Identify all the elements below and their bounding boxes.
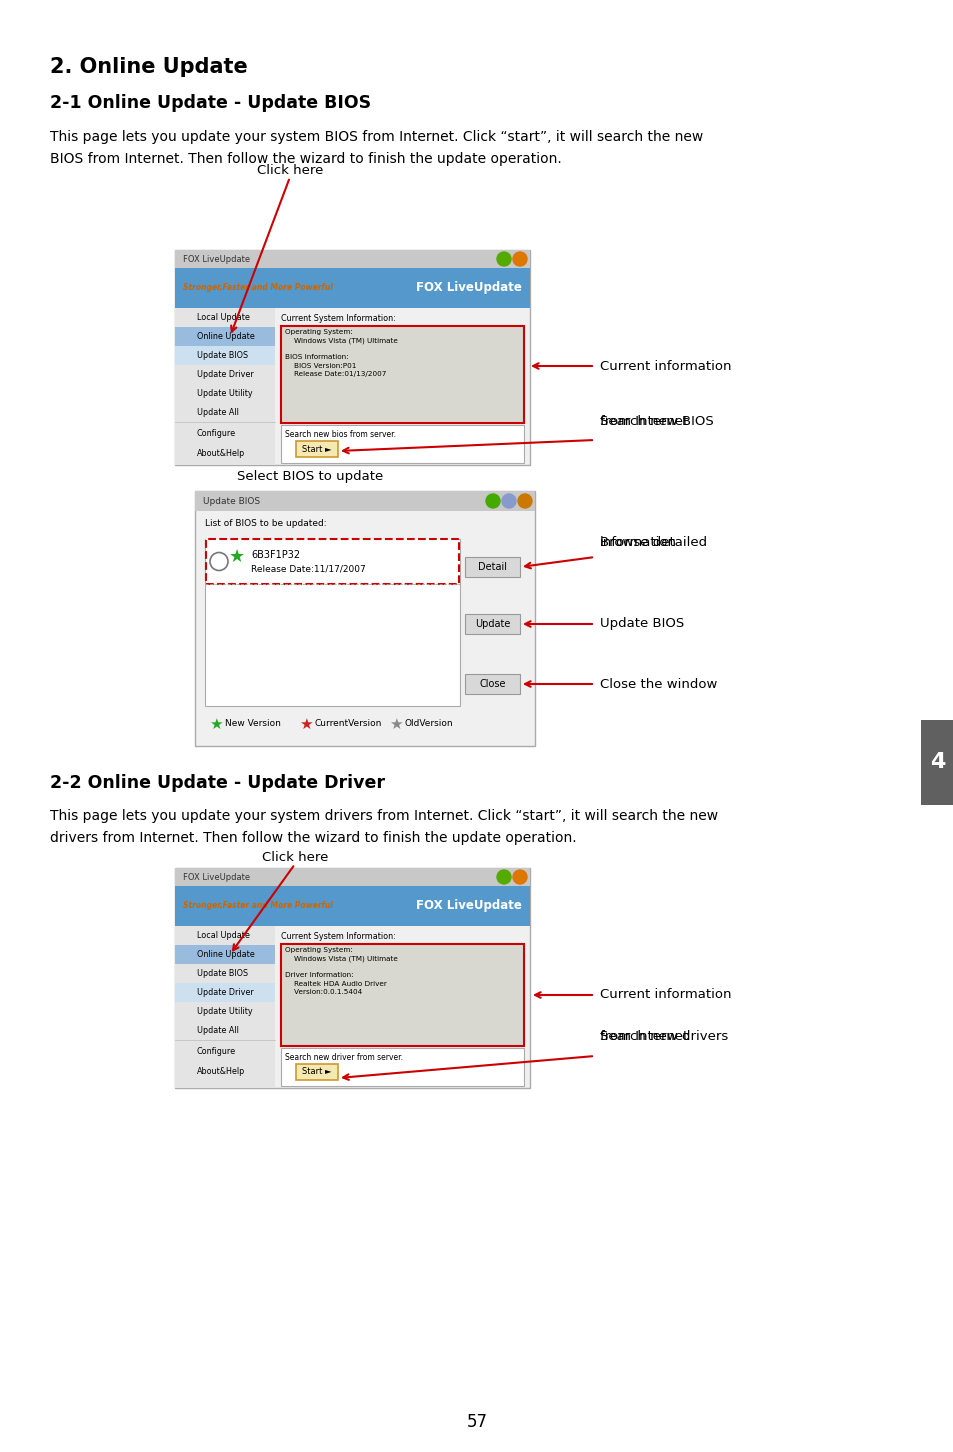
Text: Search new bios from server.: Search new bios from server. bbox=[285, 430, 395, 439]
Circle shape bbox=[517, 494, 532, 508]
Text: FOX LiveUpdate: FOX LiveUpdate bbox=[416, 282, 521, 295]
Text: This page lets you update your system BIOS from Internet. Click “start”, it will: This page lets you update your system BI… bbox=[50, 131, 702, 144]
Text: ★: ★ bbox=[209, 716, 222, 732]
Text: Update BIOS: Update BIOS bbox=[203, 497, 260, 505]
FancyBboxPatch shape bbox=[174, 308, 274, 465]
FancyBboxPatch shape bbox=[281, 944, 523, 1045]
Text: Close: Close bbox=[478, 680, 505, 690]
Text: Search new drivers: Search new drivers bbox=[599, 1029, 727, 1043]
Text: Update All: Update All bbox=[196, 1027, 238, 1035]
Text: 2. Online Update: 2. Online Update bbox=[50, 57, 248, 77]
Text: Start ►: Start ► bbox=[302, 444, 332, 453]
FancyBboxPatch shape bbox=[174, 868, 530, 1088]
Text: Current information: Current information bbox=[599, 360, 731, 373]
Text: FOX LiveUpdate: FOX LiveUpdate bbox=[416, 899, 521, 912]
FancyBboxPatch shape bbox=[174, 346, 274, 364]
Text: Search new driver from server.: Search new driver from server. bbox=[285, 1053, 402, 1061]
FancyBboxPatch shape bbox=[194, 491, 535, 746]
Text: Release Date:11/17/2007: Release Date:11/17/2007 bbox=[251, 565, 365, 574]
Text: 2-1 Online Update - Update BIOS: 2-1 Online Update - Update BIOS bbox=[50, 94, 371, 112]
FancyBboxPatch shape bbox=[281, 1048, 523, 1086]
FancyBboxPatch shape bbox=[464, 674, 519, 694]
FancyBboxPatch shape bbox=[205, 539, 459, 706]
Text: Local Update: Local Update bbox=[196, 314, 250, 322]
Text: Browse detailed: Browse detailed bbox=[599, 536, 706, 549]
Text: Online Update: Online Update bbox=[196, 950, 254, 958]
Text: ★: ★ bbox=[298, 716, 313, 732]
Text: New Version: New Version bbox=[225, 720, 280, 729]
FancyBboxPatch shape bbox=[920, 720, 953, 804]
Text: 4: 4 bbox=[929, 752, 944, 772]
Text: CurrentVersion: CurrentVersion bbox=[314, 720, 382, 729]
Text: Current System Information:: Current System Information: bbox=[281, 932, 395, 941]
Text: Update BIOS: Update BIOS bbox=[196, 968, 248, 979]
Circle shape bbox=[501, 494, 516, 508]
FancyBboxPatch shape bbox=[174, 926, 274, 1088]
Circle shape bbox=[497, 253, 511, 266]
Text: Detail: Detail bbox=[477, 562, 506, 572]
FancyBboxPatch shape bbox=[281, 425, 523, 463]
Text: 2-2 Online Update - Update Driver: 2-2 Online Update - Update Driver bbox=[50, 774, 385, 791]
Text: FOX LiveUpdate: FOX LiveUpdate bbox=[183, 254, 250, 263]
Text: Configure: Configure bbox=[196, 430, 236, 439]
Text: from Internet: from Internet bbox=[599, 399, 687, 428]
FancyBboxPatch shape bbox=[194, 491, 535, 511]
Text: Update Driver: Update Driver bbox=[196, 370, 253, 379]
FancyBboxPatch shape bbox=[174, 983, 274, 1002]
Text: Update Utility: Update Utility bbox=[196, 1008, 253, 1016]
Text: Select BIOS to update: Select BIOS to update bbox=[236, 470, 383, 484]
Text: Operating System:
    Windows Vista (TM) Ultimate

BIOS Information:
    BIOS Ve: Operating System: Windows Vista (TM) Ult… bbox=[285, 330, 397, 376]
Text: Online Update: Online Update bbox=[196, 333, 254, 341]
FancyBboxPatch shape bbox=[174, 250, 530, 269]
FancyBboxPatch shape bbox=[295, 1064, 337, 1080]
FancyBboxPatch shape bbox=[295, 441, 337, 457]
Text: Local Update: Local Update bbox=[196, 931, 250, 939]
Text: Configure: Configure bbox=[196, 1047, 236, 1057]
Text: Stronger,Faster and More Powerful: Stronger,Faster and More Powerful bbox=[183, 902, 333, 910]
Text: Update BIOS: Update BIOS bbox=[196, 351, 248, 360]
FancyBboxPatch shape bbox=[174, 327, 274, 346]
Text: OldVersion: OldVersion bbox=[405, 720, 453, 729]
Text: About&Help: About&Help bbox=[196, 449, 245, 457]
Text: Search new BIOS: Search new BIOS bbox=[599, 415, 713, 428]
FancyBboxPatch shape bbox=[174, 868, 530, 886]
FancyBboxPatch shape bbox=[206, 539, 458, 584]
Circle shape bbox=[497, 870, 511, 884]
FancyBboxPatch shape bbox=[174, 945, 274, 964]
Text: Operating System:
    Windows Vista (TM) Ultimate

Driver Information:
    Realt: Operating System: Windows Vista (TM) Ult… bbox=[285, 947, 397, 995]
FancyBboxPatch shape bbox=[464, 558, 519, 576]
Text: Update Utility: Update Utility bbox=[196, 389, 253, 398]
Text: from Internet: from Internet bbox=[599, 1015, 687, 1043]
Text: Stronger,Faster and More Powerful: Stronger,Faster and More Powerful bbox=[183, 283, 333, 292]
Text: Click here: Click here bbox=[256, 164, 323, 177]
Text: List of BIOS to be updated:: List of BIOS to be updated: bbox=[205, 518, 326, 529]
Text: Update: Update bbox=[475, 619, 510, 629]
Text: 57: 57 bbox=[466, 1413, 487, 1432]
Text: Start ►: Start ► bbox=[302, 1067, 332, 1076]
FancyBboxPatch shape bbox=[174, 886, 530, 926]
FancyBboxPatch shape bbox=[281, 327, 523, 423]
Text: This page lets you update your system drivers from Internet. Click “start”, it w: This page lets you update your system dr… bbox=[50, 809, 718, 823]
Text: Click here: Click here bbox=[261, 851, 328, 864]
FancyBboxPatch shape bbox=[174, 250, 530, 465]
Circle shape bbox=[513, 253, 526, 266]
Text: Update BIOS: Update BIOS bbox=[599, 617, 683, 630]
Text: ★: ★ bbox=[389, 716, 402, 732]
Text: Close the window: Close the window bbox=[599, 678, 717, 691]
Text: Update All: Update All bbox=[196, 408, 238, 417]
Circle shape bbox=[485, 494, 499, 508]
Text: information: information bbox=[599, 521, 677, 549]
FancyBboxPatch shape bbox=[464, 614, 519, 635]
Text: drivers from Internet. Then follow the wizard to finish the update operation.: drivers from Internet. Then follow the w… bbox=[50, 831, 576, 845]
Text: BIOS from Internet. Then follow the wizard to finish the update operation.: BIOS from Internet. Then follow the wiza… bbox=[50, 152, 561, 166]
Text: FOX LiveUpdate: FOX LiveUpdate bbox=[183, 873, 250, 881]
Text: About&Help: About&Help bbox=[196, 1067, 245, 1076]
Text: Current information: Current information bbox=[599, 989, 731, 1002]
Text: Current System Information:: Current System Information: bbox=[281, 314, 395, 322]
Text: 6B3F1P32: 6B3F1P32 bbox=[251, 550, 300, 560]
Text: ★: ★ bbox=[229, 547, 245, 565]
Text: Update Driver: Update Driver bbox=[196, 987, 253, 998]
Circle shape bbox=[513, 870, 526, 884]
FancyBboxPatch shape bbox=[174, 269, 530, 308]
